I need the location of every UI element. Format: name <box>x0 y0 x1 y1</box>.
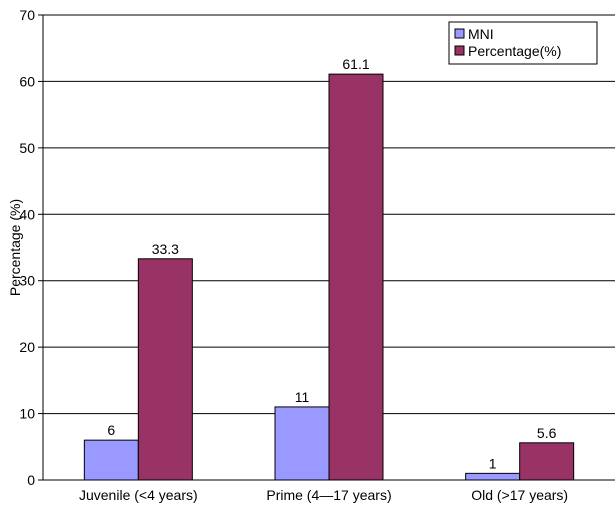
y-axis-title: Percentage (%) <box>7 199 23 296</box>
labels: 0 10 20 30 40 50 60 70 6 33.3 Juvenile (<4 years) 1… <box>19 7 568 503</box>
legend: MNI Percentage(%) <box>448 21 598 65</box>
data-label: 11 <box>295 389 310 405</box>
y-tick-label: 40 <box>19 206 35 222</box>
legend-label-percentage: Percentage(%) <box>468 43 561 59</box>
y-tick-label: 50 <box>19 140 35 156</box>
x-category-label: Old (>17 years) <box>471 487 568 503</box>
bar-mni <box>274 406 330 481</box>
y-tick-label: 10 <box>19 406 35 422</box>
y-tick-label: 20 <box>19 339 35 355</box>
x-category-label: Prime (4—17 years) <box>266 487 391 503</box>
bar-mni <box>465 472 521 481</box>
legend-label-mni: MNI <box>468 26 494 42</box>
legend-box <box>448 21 598 65</box>
y-tick-label: 60 <box>19 73 35 89</box>
data-label: 5.6 <box>537 425 557 441</box>
y-tick-label: 30 <box>19 273 35 289</box>
y-tick-label: 0 <box>27 472 35 488</box>
bar-percentage <box>328 73 384 481</box>
axes <box>38 14 615 481</box>
bars <box>83 73 575 481</box>
bar-percentage <box>137 258 193 481</box>
data-label: 6 <box>107 422 115 438</box>
y-tick-label: 70 <box>19 7 35 23</box>
x-category-label: Juvenile (<4 years) <box>79 487 198 503</box>
legend-swatch-percentage <box>454 45 465 56</box>
data-label: 61.1 <box>342 56 369 72</box>
data-label: 1 <box>489 455 497 471</box>
data-label: 33.3 <box>152 241 179 257</box>
legend-swatch-mni <box>454 28 465 39</box>
bar-percentage <box>519 442 575 481</box>
bar-mni <box>83 439 139 481</box>
